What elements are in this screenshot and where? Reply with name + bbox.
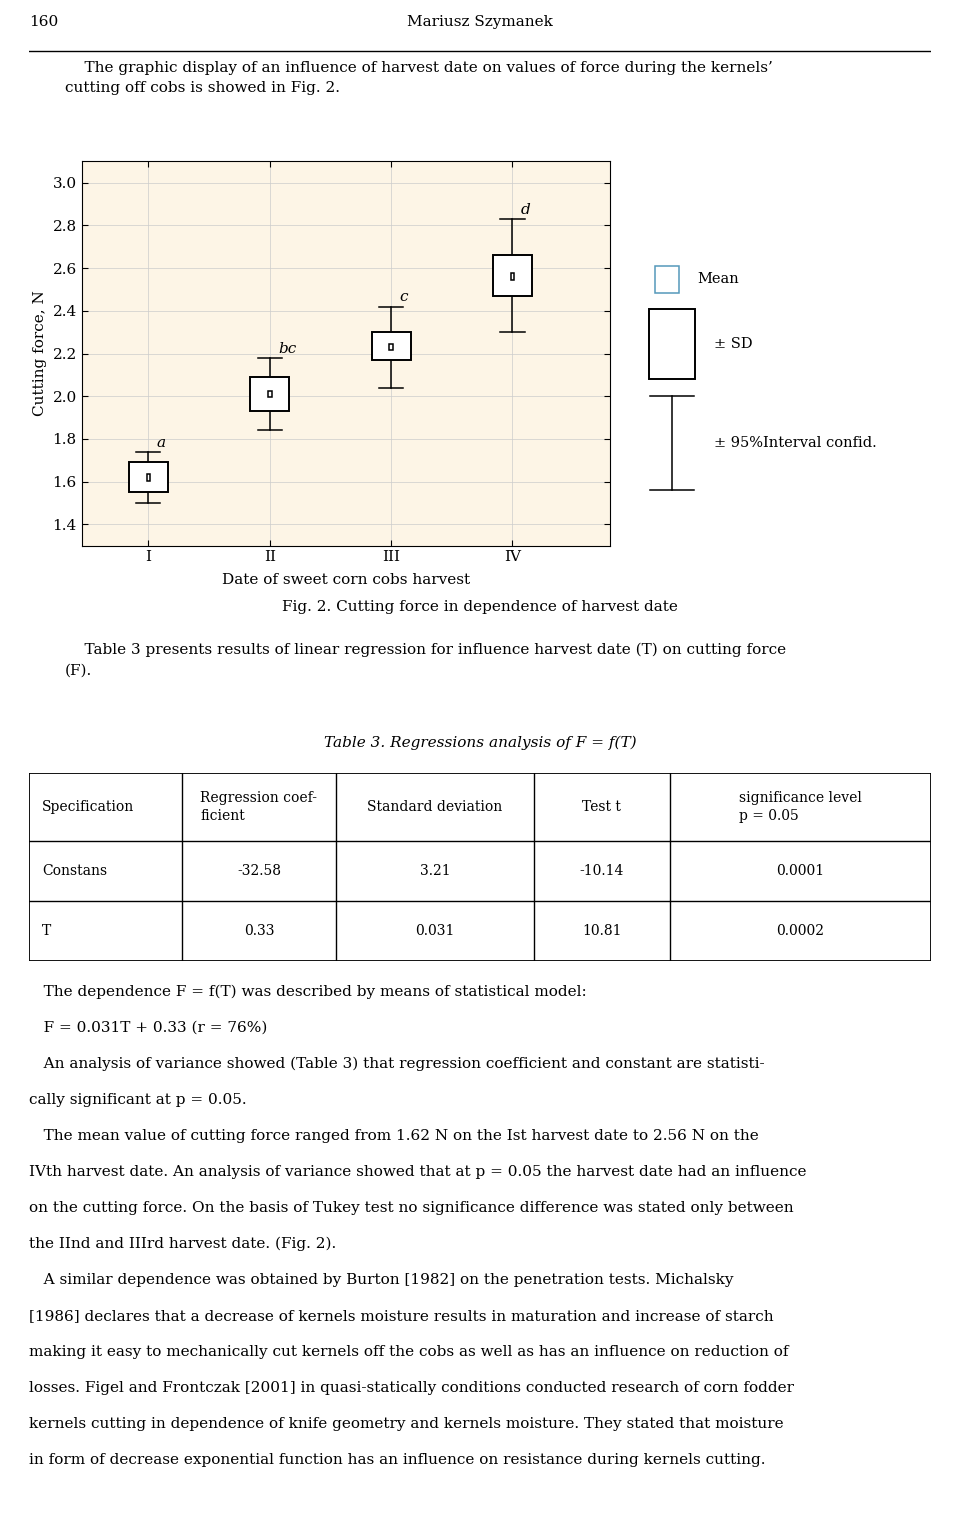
Text: losses. Figel and Frontczak [2001] in quasi-statically conditions conducted rese: losses. Figel and Frontczak [2001] in qu…: [29, 1380, 794, 1394]
Y-axis label: Cutting force, N: Cutting force, N: [33, 290, 47, 417]
Bar: [649, 309, 695, 378]
Text: The graphic display of an influence of harvest date on values of force during th: The graphic display of an influence of h…: [65, 60, 773, 95]
Text: Table 3. Regressions analysis of F = f(T): Table 3. Regressions analysis of F = f(T…: [324, 736, 636, 750]
Text: kernels cutting in dependence of knife geometry and kernels moisture. They state: kernels cutting in dependence of knife g…: [29, 1417, 783, 1431]
Text: The dependence F = f(T) was described by means of statistical model:: The dependence F = f(T) was described by…: [29, 985, 587, 999]
Text: Standard deviation: Standard deviation: [368, 799, 502, 815]
Text: 0.33: 0.33: [244, 924, 275, 938]
Text: The mean value of cutting force ranged from 1.62 N on the Ist harvest date to 2.: The mean value of cutting force ranged f…: [29, 1128, 758, 1142]
Text: 3.21: 3.21: [420, 864, 450, 878]
X-axis label: Date of sweet corn cobs harvest: Date of sweet corn cobs harvest: [222, 573, 469, 587]
Text: A similar dependence was obtained by Burton [1982] on the penetration tests. Mic: A similar dependence was obtained by Bur…: [29, 1273, 733, 1286]
Text: a: a: [156, 435, 166, 449]
Text: -10.14: -10.14: [580, 864, 624, 878]
Text: making it easy to mechanically cut kernels off the cobs as well as has an influe: making it easy to mechanically cut kerne…: [29, 1345, 788, 1359]
Text: bc: bc: [278, 341, 297, 355]
Text: the IInd and IIIrd harvest date. (Fig. 2).: the IInd and IIIrd harvest date. (Fig. 2…: [29, 1237, 336, 1251]
Bar: [147, 473, 150, 481]
Bar: [390, 344, 393, 350]
Text: ± SD: ± SD: [713, 337, 753, 350]
Text: Test t: Test t: [583, 799, 621, 815]
Text: 0.0002: 0.0002: [777, 924, 825, 938]
Text: Constans: Constans: [42, 864, 108, 878]
Text: 160: 160: [29, 14, 58, 29]
Text: in form of decrease exponential function has an influence on resistance during k: in form of decrease exponential function…: [29, 1452, 765, 1466]
Bar: [493, 255, 532, 295]
Bar: [251, 377, 289, 410]
Text: Specification: Specification: [42, 799, 134, 815]
Text: ± 95%Interval confid.: ± 95%Interval confid.: [713, 437, 876, 450]
Text: Mean: Mean: [698, 272, 739, 286]
Text: -32.58: -32.58: [237, 864, 281, 878]
Text: IVth harvest date. An analysis of variance showed that at p = 0.05 the harvest d: IVth harvest date. An analysis of varian…: [29, 1165, 806, 1179]
Bar: [655, 266, 679, 292]
Bar: [268, 390, 272, 397]
Text: cally significant at p = 0.05.: cally significant at p = 0.05.: [29, 1093, 247, 1107]
Bar: [372, 332, 411, 360]
Text: 0.031: 0.031: [415, 924, 455, 938]
Text: F = 0.031T + 0.33 (r = 76%): F = 0.031T + 0.33 (r = 76%): [29, 1021, 267, 1034]
Text: An analysis of variance showed (Table 3) that regression coefficient and constan: An analysis of variance showed (Table 3)…: [29, 1057, 764, 1071]
Bar: [511, 274, 515, 280]
Text: significance level
p = 0.05: significance level p = 0.05: [739, 792, 862, 822]
Text: Mariusz Szymanek: Mariusz Szymanek: [407, 14, 553, 29]
Text: T: T: [42, 924, 52, 938]
Bar: [129, 463, 168, 492]
Text: Fig. 2. Cutting force in dependence of harvest date: Fig. 2. Cutting force in dependence of h…: [282, 599, 678, 615]
Text: Regression coef-
ficient: Regression coef- ficient: [201, 792, 318, 822]
Text: c: c: [399, 290, 408, 304]
Text: on the cutting force. On the basis of Tukey test no significance difference was : on the cutting force. On the basis of Tu…: [29, 1200, 793, 1214]
Text: d: d: [521, 203, 531, 217]
Text: 10.81: 10.81: [582, 924, 621, 938]
Text: [1986] declares that a decrease of kernels moisture results in maturation and in: [1986] declares that a decrease of kerne…: [29, 1310, 774, 1323]
Text: Table 3 presents results of linear regression for influence harvest date (T) on : Table 3 presents results of linear regre…: [65, 642, 786, 678]
Text: 0.0001: 0.0001: [777, 864, 825, 878]
